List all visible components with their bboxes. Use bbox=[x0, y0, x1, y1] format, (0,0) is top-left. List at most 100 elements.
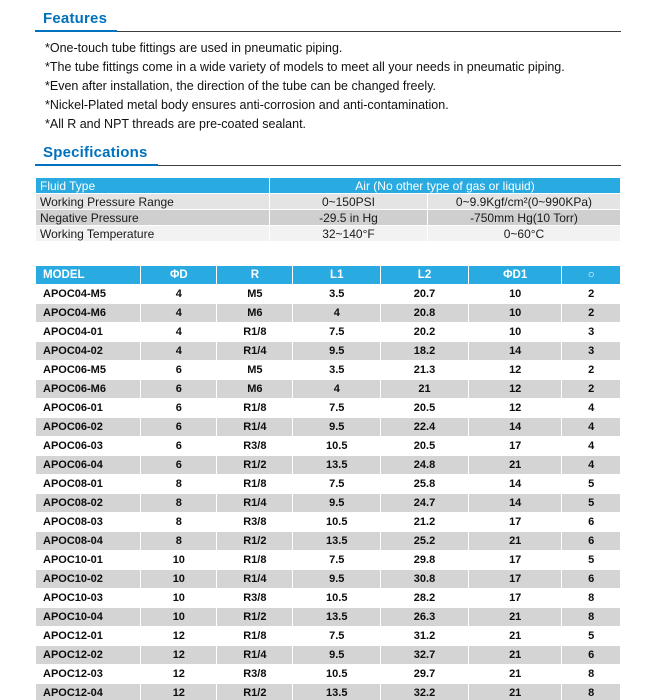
value-cell: 2 bbox=[561, 284, 621, 304]
value-cell: R1/8 bbox=[216, 626, 294, 646]
value-cell: 22.4 bbox=[380, 417, 469, 437]
model-cell: APOC06-03 bbox=[34, 436, 142, 456]
model-row: APOC10-02 10 R1/4 9.5 30.8 17 6 bbox=[34, 569, 621, 589]
model-row: APOC04-02 4 R1/4 9.5 18.2 14 3 bbox=[34, 341, 621, 361]
value-cell: 10 bbox=[467, 303, 563, 323]
value-cell: 21 bbox=[467, 626, 563, 646]
value-cell: 5 bbox=[561, 474, 621, 494]
value-cell: R1/4 bbox=[216, 493, 294, 513]
value-cell: R1/2 bbox=[216, 683, 294, 700]
value-cell: 20.8 bbox=[380, 303, 469, 323]
spec-cell: Working Pressure Range bbox=[35, 193, 270, 210]
value-cell: 9.5 bbox=[292, 493, 382, 513]
model-cell: APOC10-02 bbox=[34, 569, 142, 589]
value-cell: 3.5 bbox=[292, 360, 382, 380]
model-row: APOC06-03 6 R3/8 10.5 20.5 17 4 bbox=[34, 436, 621, 456]
model-row: APOC12-01 12 R1/8 7.5 31.2 21 5 bbox=[34, 626, 621, 646]
model-cell: APOC10-04 bbox=[34, 607, 142, 627]
feature-item: *Nickel-Plated metal body ensures anti-c… bbox=[45, 98, 449, 112]
model-cell: APOC06-M6 bbox=[34, 379, 142, 399]
value-cell: 32.2 bbox=[380, 683, 469, 700]
specifications-section-heading: Specifications bbox=[35, 144, 621, 166]
value-cell: R3/8 bbox=[216, 436, 294, 456]
value-cell: 6 bbox=[561, 645, 621, 665]
value-cell: 12 bbox=[467, 379, 563, 399]
model-cell: APOC08-04 bbox=[34, 531, 142, 551]
spec-cell: -29.5 in Hg bbox=[269, 209, 428, 226]
value-cell: 29.8 bbox=[380, 550, 469, 570]
value-cell: 24.8 bbox=[380, 455, 469, 475]
fluid-type-label: Fluid Type bbox=[35, 177, 270, 194]
model-row: APOC08-03 8 R3/8 10.5 21.2 17 6 bbox=[34, 512, 621, 532]
value-cell: 20.5 bbox=[380, 436, 469, 456]
value-cell: 6 bbox=[561, 531, 621, 551]
specifications-title: Specifications bbox=[35, 144, 158, 166]
value-cell: R3/8 bbox=[216, 512, 294, 532]
model-table-body: APOC04-M5 4 M5 3.5 20.7 10 2 APOC04-M6 4 M6 4 20.8 1… bbox=[34, 284, 621, 700]
value-cell: 6 bbox=[140, 360, 218, 380]
model-row: APOC12-04 12 R1/2 13.5 32.2 21 8 bbox=[34, 683, 621, 700]
model-cell: APOC06-02 bbox=[34, 417, 142, 437]
value-cell: R3/8 bbox=[216, 588, 294, 608]
value-cell: 10.5 bbox=[292, 588, 382, 608]
column-header: L1 bbox=[292, 265, 382, 285]
model-row: APOC04-M5 4 M5 3.5 20.7 10 2 bbox=[34, 284, 621, 304]
feature-item: *The tube fittings come in a wide variet… bbox=[45, 60, 565, 74]
value-cell: 14 bbox=[467, 493, 563, 513]
value-cell: 10 bbox=[140, 607, 218, 627]
model-row: APOC08-04 8 R1/2 13.5 25.2 21 6 bbox=[34, 531, 621, 551]
value-cell: R1/2 bbox=[216, 455, 294, 475]
value-cell: 3 bbox=[561, 322, 621, 342]
value-cell: 24.7 bbox=[380, 493, 469, 513]
spec-cell: 0~9.9Kgf/cm²(0~990KPa) bbox=[426, 193, 622, 210]
value-cell: 7.5 bbox=[292, 474, 382, 494]
value-cell: 25.2 bbox=[380, 531, 469, 551]
model-row: APOC04-01 4 R1/8 7.5 20.2 10 3 bbox=[34, 322, 621, 342]
model-cell: APOC06-04 bbox=[34, 455, 142, 475]
value-cell: 17 bbox=[467, 436, 563, 456]
value-cell: 4 bbox=[140, 341, 218, 361]
column-header: ΦD bbox=[140, 265, 218, 285]
model-cell: APOC12-01 bbox=[34, 626, 142, 646]
model-cell: APOC08-01 bbox=[34, 474, 142, 494]
model-cell: APOC12-02 bbox=[34, 645, 142, 665]
feature-item: *All R and NPT threads are pre-coated se… bbox=[45, 117, 307, 131]
value-cell: 5 bbox=[561, 626, 621, 646]
value-cell: 10.5 bbox=[292, 664, 382, 684]
value-cell: 5 bbox=[561, 550, 621, 570]
spec-cell: 0~150PSI bbox=[269, 193, 428, 210]
model-cell: APOC06-M5 bbox=[34, 360, 142, 380]
value-cell: 8 bbox=[140, 512, 218, 532]
column-header: L2 bbox=[380, 265, 469, 285]
value-cell: 8 bbox=[561, 607, 621, 627]
value-cell: 21.2 bbox=[380, 512, 469, 532]
value-cell: 25.8 bbox=[380, 474, 469, 494]
specifications-table: Fluid Type Air (No other type of gas or … bbox=[35, 177, 622, 242]
spec-cell: -750mm Hg(10 Torr) bbox=[426, 209, 622, 226]
value-cell: 5 bbox=[561, 493, 621, 513]
model-row: APOC12-03 12 R3/8 10.5 29.7 21 8 bbox=[34, 664, 621, 684]
model-row: APOC10-03 10 R3/8 10.5 28.2 17 8 bbox=[34, 588, 621, 608]
value-cell: 3 bbox=[561, 341, 621, 361]
model-cell: APOC06-01 bbox=[34, 398, 142, 418]
value-cell: 4 bbox=[561, 436, 621, 456]
model-cell: APOC12-04 bbox=[34, 683, 142, 700]
spec-cell: 32~140°F bbox=[269, 225, 428, 242]
value-cell: 12 bbox=[140, 683, 218, 700]
model-cell: APOC10-01 bbox=[34, 550, 142, 570]
value-cell: R1/8 bbox=[216, 322, 294, 342]
value-cell: 4 bbox=[140, 303, 218, 323]
spec-table-body: Fluid Type Air (No other type of gas or … bbox=[35, 177, 622, 242]
value-cell: 13.5 bbox=[292, 455, 382, 475]
value-cell: 9.5 bbox=[292, 569, 382, 589]
model-row: APOC10-04 10 R1/2 13.5 26.3 21 8 bbox=[34, 607, 621, 627]
value-cell: 10 bbox=[140, 550, 218, 570]
model-row: APOC06-04 6 R1/2 13.5 24.8 21 4 bbox=[34, 455, 621, 475]
value-cell: R1/4 bbox=[216, 417, 294, 437]
value-cell: 10 bbox=[467, 284, 563, 304]
value-cell: 7.5 bbox=[292, 398, 382, 418]
model-row: APOC06-01 6 R1/8 7.5 20.5 12 4 bbox=[34, 398, 621, 418]
column-header: MODEL bbox=[34, 265, 142, 285]
value-cell: 29.7 bbox=[380, 664, 469, 684]
